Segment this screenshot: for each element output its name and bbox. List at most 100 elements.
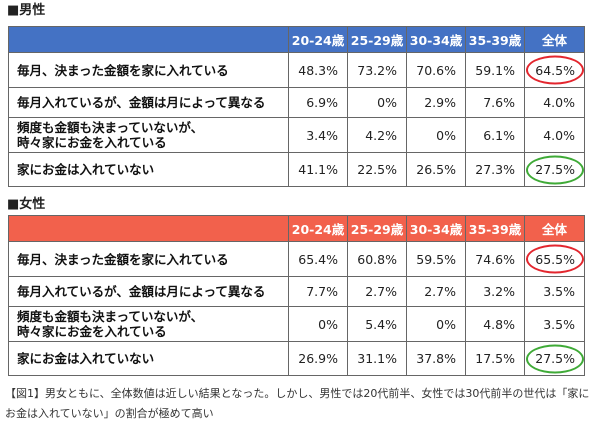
value-text: 27.3%: [475, 162, 515, 177]
row-label-text: 頻度も金額も決まっていないが、: [17, 309, 204, 324]
table-row: 毎月、決まった金額を家に入れている 48.3% 73.2% 70.6% 59.1% 64.…: [8, 52, 585, 88]
value-text: 0%: [318, 316, 338, 332]
table-row: 毎月入れているが、金額は月によって異なる 6.9% 0% 2.9% 7.6% 4.0%: [8, 87, 585, 118]
value-text: 3.2%: [483, 284, 515, 299]
row-label: 毎月入れているが、金額は月によって異なる: [8, 276, 289, 307]
value-cell: 4.8%: [465, 306, 525, 342]
total-value-cell: 4.0%: [524, 87, 585, 118]
row-label: 頻度も金額も決まっていないが、 時々家にお金を入れている: [8, 117, 289, 153]
value-text: 74.6%: [475, 251, 515, 267]
value-text: 0%: [436, 316, 456, 332]
value-text: 4.0%: [543, 127, 575, 143]
value-text: 65.4%: [298, 251, 338, 267]
value-text: 70.6%: [416, 62, 456, 78]
column-header: 35-39歳: [465, 215, 525, 242]
row-label-text: 毎月、決まった金額を家に入れている: [17, 251, 229, 267]
value-text: 3.5%: [543, 284, 575, 299]
value-text: 7.7%: [306, 284, 338, 299]
column-header: 30-34歳: [406, 215, 466, 242]
value-text: 22.5%: [357, 162, 397, 177]
value-text: 64.5%: [535, 62, 575, 78]
column-header: 35-39歳: [465, 26, 525, 53]
value-text: 6.9%: [306, 95, 338, 110]
value-text: 2.7%: [424, 284, 456, 299]
row-label: 家にお金は入れていない: [8, 341, 289, 376]
value-text: 2.9%: [424, 95, 456, 110]
row-label: 家にお金は入れていない: [8, 152, 289, 187]
row-label-text: 家にお金は入れていない: [17, 162, 155, 177]
value-cell: 48.3%: [288, 52, 348, 88]
value-text: 7.6%: [483, 95, 515, 110]
value-text: 4.8%: [483, 316, 515, 332]
value-text: 27.5%: [535, 162, 575, 177]
value-text: 26.9%: [298, 351, 338, 366]
value-text: 59.1%: [475, 62, 515, 78]
value-cell: 6.9%: [288, 87, 348, 118]
table-row: 家にお金は入れていない 26.9% 31.1% 37.8% 17.5% 27.5%: [8, 341, 585, 376]
value-cell: 37.8%: [406, 341, 466, 376]
section-title-female: ■女性: [7, 197, 46, 212]
total-value-cell: 65.5%: [524, 241, 585, 277]
total-value-cell: 3.5%: [524, 276, 585, 307]
value-cell: 0%: [406, 117, 466, 153]
column-header: 20-24歳: [288, 26, 348, 53]
value-text: 65.5%: [535, 251, 575, 267]
value-text: 4.0%: [543, 95, 575, 110]
value-text: 60.8%: [357, 251, 397, 267]
row-label-text: 頻度も金額も決まっていないが、: [17, 120, 204, 135]
table-row: 毎月入れているが、金額は月によって異なる 7.7% 2.7% 2.7% 3.2% 3.5%: [8, 276, 585, 307]
value-cell: 2.9%: [406, 87, 466, 118]
value-text: 5.4%: [365, 316, 397, 332]
value-text: 3.4%: [306, 127, 338, 143]
value-cell: 59.5%: [406, 241, 466, 277]
value-cell: 6.1%: [465, 117, 525, 153]
value-text: 27.5%: [535, 351, 575, 366]
data-table-male: 20-24歳 25-29歳 30-34歳 35-39歳 全体 毎月、決まった金額…: [8, 26, 585, 187]
value-text: 6.1%: [483, 127, 515, 143]
value-text: 41.1%: [298, 162, 338, 177]
total-value-cell: 4.0%: [524, 117, 585, 153]
column-header-total: 全体: [524, 215, 585, 242]
row-label: 頻度も金額も決まっていないが、 時々家にお金を入れている: [8, 306, 289, 342]
value-cell: 22.5%: [347, 152, 407, 187]
header-corner-cell: [8, 215, 289, 242]
value-cell: 31.1%: [347, 341, 407, 376]
row-label-text: 家にお金は入れていない: [17, 351, 155, 366]
value-cell: 0%: [406, 306, 466, 342]
value-cell: 70.6%: [406, 52, 466, 88]
value-text: 48.3%: [298, 62, 338, 78]
value-text: 0%: [436, 127, 456, 143]
column-header-total: 全体: [524, 26, 585, 53]
header-row: 20-24歳 25-29歳 30-34歳 35-39歳 全体: [8, 26, 585, 53]
value-cell: 7.7%: [288, 276, 348, 307]
row-label: 毎月入れているが、金額は月によって異なる: [8, 87, 289, 118]
column-header: 30-34歳: [406, 26, 466, 53]
row-label-text: 時々家にお金を入れている: [17, 135, 167, 150]
header-row: 20-24歳 25-29歳 30-34歳 35-39歳 全体: [8, 215, 585, 242]
total-value-cell: 3.5%: [524, 306, 585, 342]
column-header: 25-29歳: [347, 215, 407, 242]
table-body: 毎月、決まった金額を家に入れている 48.3% 73.2% 70.6% 59.1% 64.…: [8, 52, 585, 187]
value-cell: 27.3%: [465, 152, 525, 187]
value-cell: 26.9%: [288, 341, 348, 376]
value-text: 37.8%: [416, 351, 456, 366]
value-cell: 65.4%: [288, 241, 348, 277]
value-text: 2.7%: [365, 284, 397, 299]
row-label-text: 毎月入れているが、金額は月によって異なる: [17, 95, 266, 110]
row-label-text: 時々家にお金を入れている: [17, 324, 167, 339]
section-title-male: ■男性: [7, 3, 46, 18]
value-cell: 0%: [347, 87, 407, 118]
value-text: 3.5%: [543, 316, 575, 332]
value-text: 59.5%: [416, 251, 456, 267]
header-corner-cell: [8, 26, 289, 53]
value-cell: 3.2%: [465, 276, 525, 307]
total-value-cell: 64.5%: [524, 52, 585, 88]
value-cell: 0%: [288, 306, 348, 342]
value-cell: 41.1%: [288, 152, 348, 187]
value-cell: 2.7%: [347, 276, 407, 307]
row-label: 毎月、決まった金額を家に入れている: [8, 52, 289, 88]
data-table-female: 20-24歳 25-29歳 30-34歳 35-39歳 全体 毎月、決まった金額…: [8, 215, 585, 376]
value-cell: 7.6%: [465, 87, 525, 118]
value-cell: 3.4%: [288, 117, 348, 153]
column-header: 25-29歳: [347, 26, 407, 53]
